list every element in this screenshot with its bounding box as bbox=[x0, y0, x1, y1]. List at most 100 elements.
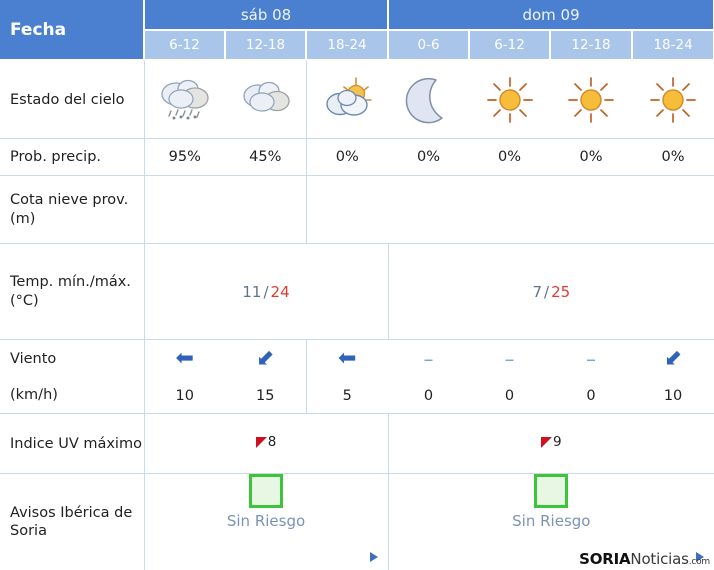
precip-cell-sun-6-12: 0% bbox=[469, 138, 551, 177]
wind-dir-sun-6-12: – bbox=[469, 339, 551, 378]
uv-flag-icon bbox=[255, 436, 267, 448]
west-arrow-icon: ⬅ bbox=[338, 345, 357, 371]
right-arrow-icon[interactable] bbox=[696, 552, 705, 562]
precip-cell-sun-12-18: 0% bbox=[550, 138, 633, 177]
row-label-avisos: Avisos Ibérica de Soria bbox=[0, 473, 145, 570]
slot-header-row: 6-12 12-18 18-24 0-6 6-12 12-18 18-24 bbox=[0, 30, 714, 61]
slot-header-sun-18-24: 18-24 bbox=[632, 30, 714, 61]
cloudy-icon bbox=[234, 74, 296, 126]
table-row-sky: Estado del cielo bbox=[0, 60, 714, 140]
wind-speed-sat-12-18: 15 bbox=[225, 377, 306, 415]
aviso-cell-saturday[interactable]: Sin Riesgo bbox=[144, 473, 389, 570]
wind-dir-sun-12-18: – bbox=[550, 339, 633, 378]
aviso-level-saturday[interactable]: Sin Riesgo bbox=[226, 512, 306, 531]
watermark-normal: Noticias bbox=[630, 550, 689, 568]
sky-cell-sat-18-24 bbox=[305, 60, 389, 140]
calm-icon: – bbox=[423, 346, 434, 371]
temp-separator: / bbox=[263, 282, 269, 301]
precip-cell-sat-6-12: 95% bbox=[144, 138, 225, 177]
moon-icon bbox=[400, 74, 458, 126]
table-row-snow: Cota nieve prov.(m) bbox=[0, 175, 714, 244]
temp-min-sunday: 7 bbox=[532, 282, 542, 301]
sun-icon bbox=[483, 75, 537, 125]
row-label-temp: Temp. mín./máx. (°C) bbox=[0, 243, 145, 341]
table-row-precip: Prob. precip. 95% 45% 0% 0% 0% 0% 0% bbox=[0, 138, 714, 177]
precip-cell-sun-0-6: 0% bbox=[388, 138, 470, 177]
table-row-avisos: Avisos Ibérica de Soria Sin Riesgo Sin R… bbox=[0, 473, 714, 570]
temp-max-saturday: 24 bbox=[270, 282, 290, 301]
row-label-sky: Estado del cielo bbox=[0, 60, 145, 140]
southwest-arrow-icon: ⬋ bbox=[256, 345, 275, 371]
table-body: Estado del cielo bbox=[0, 60, 714, 570]
sun-icon bbox=[564, 75, 618, 125]
fecha-header: Fecha bbox=[0, 0, 145, 61]
table-header: Fecha sáb 08 dom 09 6-12 12-18 18-24 0-6… bbox=[0, 0, 714, 61]
table-row-wind-speed: (km/h) 10 15 5 0 0 0 10 bbox=[0, 377, 714, 415]
sky-cell-sun-12-18 bbox=[550, 60, 633, 140]
wind-speed-sun-6-12: 0 bbox=[469, 377, 551, 415]
temp-max-sunday: 25 bbox=[551, 282, 571, 301]
uv-cell-sunday: 9 bbox=[387, 413, 714, 475]
wind-speed-sat-18-24: 5 bbox=[305, 377, 389, 415]
partly-sunny-icon bbox=[316, 74, 378, 126]
watermark-bold: SORIA bbox=[579, 550, 631, 568]
day-header-row: Fecha sáb 08 dom 09 bbox=[0, 0, 714, 61]
wind-dir-sat-12-18: ⬋ bbox=[225, 339, 306, 378]
wind-dir-sat-18-24: ⬅ bbox=[305, 339, 389, 378]
green-square-icon bbox=[249, 474, 284, 509]
aviso-cell-sunday[interactable]: Sin Riesgo bbox=[387, 473, 714, 570]
sky-cell-sun-6-12 bbox=[469, 60, 551, 140]
cloudy-rain-icon bbox=[154, 74, 216, 126]
wind-speed-sun-18-24: 10 bbox=[632, 377, 714, 415]
uv-value-saturday: 8 bbox=[267, 434, 277, 451]
snow-cell-sun-0-6 bbox=[388, 175, 470, 244]
wind-dir-sun-0-6: – bbox=[388, 339, 470, 378]
southwest-arrow-icon: ⬋ bbox=[663, 345, 683, 371]
temp-min-saturday: 11 bbox=[242, 282, 262, 301]
uv-cell-saturday: 8 bbox=[144, 413, 389, 475]
precip-cell-sat-18-24: 0% bbox=[305, 138, 389, 177]
table-row-wind-dir: Viento ⬅ ⬋ ⬅ – – – bbox=[0, 339, 714, 378]
row-label-precip: Prob. precip. bbox=[0, 138, 145, 177]
slot-header-sat-12-18: 12-18 bbox=[225, 30, 307, 61]
table-row-uv: Indice UV máximo 8 9 bbox=[0, 413, 714, 475]
green-square-icon bbox=[534, 474, 569, 509]
watermark: SORIANoticias.com bbox=[579, 550, 710, 568]
slot-header-sun-12-18: 12-18 bbox=[550, 30, 634, 61]
sky-cell-sat-6-12 bbox=[144, 60, 225, 140]
sun-icon bbox=[646, 75, 700, 125]
calm-icon: – bbox=[586, 346, 597, 371]
snow-cell-sun-18-24 bbox=[632, 175, 714, 244]
wind-dir-sun-18-24: ⬋ bbox=[632, 339, 714, 378]
uv-flag-icon bbox=[541, 436, 552, 448]
table-row-temp: Temp. mín./máx. (°C) 11/24 7/25 bbox=[0, 243, 714, 341]
west-arrow-icon: ⬅ bbox=[175, 345, 194, 371]
slot-header-sun-0-6: 0-6 bbox=[388, 30, 471, 61]
slot-header-sat-18-24: 18-24 bbox=[306, 30, 390, 61]
temp-cell-sunday: 7/25 bbox=[387, 243, 714, 341]
snow-cell-sun-6-12 bbox=[469, 175, 551, 244]
snow-cell-sun-12-18 bbox=[550, 175, 633, 244]
temp-cell-saturday: 11/24 bbox=[144, 243, 389, 341]
row-label-wind-unit: (km/h) bbox=[0, 377, 145, 415]
wind-speed-sat-6-12: 10 bbox=[144, 377, 225, 415]
wind-dir-sat-6-12: ⬅ bbox=[144, 339, 225, 378]
temp-separator: / bbox=[544, 282, 550, 301]
snow-cell-sat-18-24 bbox=[305, 175, 389, 244]
snow-cell-sat-6-12 bbox=[144, 175, 225, 244]
sky-cell-sun-0-6 bbox=[388, 60, 470, 140]
right-arrow-icon[interactable] bbox=[369, 552, 378, 562]
row-label-snow: Cota nieve prov.(m) bbox=[0, 175, 145, 244]
aviso-level-sunday[interactable]: Sin Riesgo bbox=[512, 512, 591, 531]
slot-header-sun-6-12: 6-12 bbox=[469, 30, 552, 61]
sky-cell-sun-18-24 bbox=[632, 60, 714, 140]
snow-cell-sat-12-18 bbox=[225, 175, 306, 244]
calm-icon: – bbox=[504, 346, 515, 371]
row-label-wind: Viento bbox=[0, 339, 145, 378]
day-header-sunday: dom 09 bbox=[388, 0, 714, 31]
wind-speed-sun-0-6: 0 bbox=[388, 377, 470, 415]
watermark-tld: .com bbox=[688, 557, 710, 567]
sky-cell-sat-12-18 bbox=[225, 60, 306, 140]
